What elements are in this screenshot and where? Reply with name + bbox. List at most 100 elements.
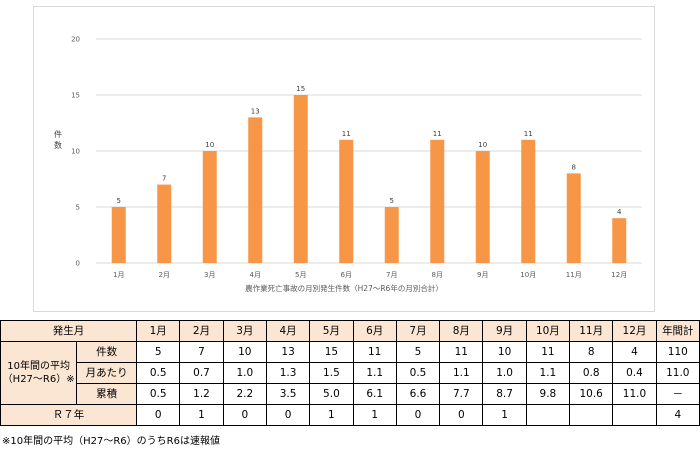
table-cell: 7 [179, 341, 224, 363]
table-cell: 1 [179, 404, 224, 426]
x-tick-label: 2月 [159, 271, 170, 279]
table-cell: 0 [439, 404, 484, 426]
table-cell: 7.7 [439, 383, 484, 405]
table-cell: 8.7 [482, 383, 527, 405]
header-cell-month: 3月 [222, 320, 267, 342]
table-cell [569, 404, 614, 426]
header-cell-month: 11月 [569, 320, 614, 342]
bar-1 [111, 207, 126, 263]
data-label: 10 [205, 141, 214, 149]
data-label: 15 [296, 85, 305, 93]
data-label: 11 [524, 130, 533, 138]
header-cell-annual: 年間計 [655, 320, 700, 342]
y-tick-label: 10 [71, 148, 80, 156]
bar-5 [293, 95, 308, 263]
header-cell-month-label: 発生月 [0, 320, 138, 342]
bar-8 [430, 139, 445, 263]
data-label: 8 [572, 163, 576, 171]
table-row: 累積 0.5 1.2 2.2 3.5 5.0 6.1 6.6 7.7 8.7 9.8 10.6 11.0… [1, 383, 700, 405]
monthly-stats-table: 発生月 1月 2月 3月 4月 5月 6月 7月 8月 9月 10月 11月 12月 年間計 10年間の平均… [0, 320, 700, 426]
table-cell: 0.7 [179, 362, 224, 384]
table-cell: 5 [136, 341, 181, 363]
avg-label-cell: 10年間の平均 （H27～R6）※ [0, 341, 78, 405]
header-cell-month: 2月 [179, 320, 224, 342]
x-tick-label: 7月 [386, 271, 397, 279]
table-cell: 0.5 [136, 362, 181, 384]
table-cell: 5 [395, 341, 441, 363]
data-label: 5 [390, 197, 394, 205]
bar-3 [202, 151, 217, 263]
y-tick-label: 0 [76, 260, 80, 268]
table-cell: 1.2 [179, 383, 224, 405]
table-cell: 1.5 [309, 362, 354, 384]
table-cell: 0 [395, 404, 441, 426]
table-cell: 1.1 [439, 362, 484, 384]
x-tick-label: 9月 [477, 271, 488, 279]
avg-label-line1: 10年間の平均 [7, 361, 70, 372]
total-cell: 110 [655, 341, 700, 363]
bar-6 [339, 139, 354, 263]
header-cell-month: 12月 [612, 320, 657, 342]
x-tick-label: 8月 [432, 271, 443, 279]
table-cell: 1.0 [482, 362, 527, 384]
header-cell-month: 4月 [265, 320, 311, 342]
table-cell: 1.0 [222, 362, 267, 384]
table-row: 月あたり 0.5 0.7 1.0 1.3 1.5 1.1 0.5 1.1 1.0 1.1 0.8 0.4… [1, 362, 700, 384]
table-cell: 2.2 [222, 383, 267, 405]
bar-7 [384, 207, 399, 263]
table-cell: 1.3 [265, 362, 311, 384]
footnote: ※10年間の平均（H27～R6）のうちR6は速報値 [2, 436, 220, 447]
table-cell: 5.0 [309, 383, 354, 405]
table-cell: 10 [482, 341, 527, 363]
total-cell: 4 [655, 404, 700, 426]
x-tick-label: 5月 [295, 271, 306, 279]
table-cell: 1.1 [525, 362, 571, 384]
table-cell [612, 404, 657, 426]
table-cell: 4 [612, 341, 657, 363]
table-cell: 8 [569, 341, 614, 363]
table-cell: 0.4 [612, 362, 657, 384]
table-cell: 6.6 [395, 383, 441, 405]
data-label: 4 [617, 208, 622, 216]
header-cell-month: 8月 [439, 320, 484, 342]
table-cell: 10 [222, 341, 267, 363]
y-tick-label: 20 [71, 36, 80, 44]
table-cell: 3.5 [265, 383, 311, 405]
table-cell: 11 [439, 341, 484, 363]
table-cell: 1 [309, 404, 354, 426]
table-cell: 0 [265, 404, 311, 426]
data-label: 11 [342, 130, 351, 138]
data-label: 5 [117, 197, 121, 205]
table-row: 10年間の平均 （H27～R6）※ 件数 5 7 10 13 15 11 5 11 10 11 8 4 110 [0, 341, 700, 405]
r7-label-cell: Ｒ７年 [0, 404, 138, 426]
bar-9 [475, 151, 490, 263]
table-cell: 13 [265, 341, 311, 363]
total-cell: 11.0 [655, 362, 700, 384]
total-cell: － [655, 383, 700, 405]
table-cell: 1 [352, 404, 397, 426]
bar-12 [612, 218, 627, 263]
data-label: 11 [433, 130, 442, 138]
data-label: 13 [251, 107, 260, 115]
header-cell-month: 10月 [525, 320, 571, 342]
y-tick-label: 5 [76, 204, 80, 212]
x-tick-label: 1月 [113, 271, 124, 279]
table-cell: 0.5 [136, 383, 181, 405]
data-label: 10 [478, 141, 487, 149]
bar-4 [248, 117, 263, 264]
table-row-r7: Ｒ７年 0 1 0 0 1 1 0 0 1 4 [0, 404, 700, 426]
header-cell-month: 5月 [309, 320, 354, 342]
x-tick-label: 4月 [250, 271, 261, 279]
table-cell: 0 [222, 404, 267, 426]
x-tick-label: 3月 [204, 271, 215, 279]
table-cell: 11.0 [612, 383, 657, 405]
x-tick-label: 11月 [566, 271, 582, 279]
table-cell: 10.6 [569, 383, 614, 405]
table-cell: 11 [525, 341, 571, 363]
table-cell: 1.1 [352, 362, 397, 384]
y-tick-label: 15 [71, 92, 80, 100]
row-label-cell: 累積 [76, 383, 138, 405]
x-axis-title: 農作業死亡事故の月別発生件数（H27～R6年の月別合計） [245, 283, 443, 293]
table-cell: 0 [136, 404, 181, 426]
x-tick-label: 12月 [611, 271, 627, 279]
